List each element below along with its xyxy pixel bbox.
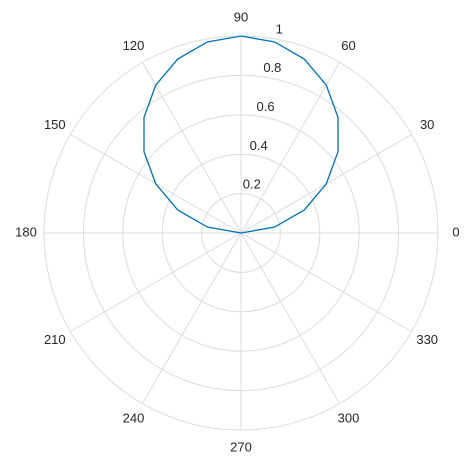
theta-grid-line (70, 232, 242, 332)
theta-tick-label: 240 (123, 411, 145, 426)
r-tick-label: 0.4 (250, 138, 268, 153)
r-grid-circle (82, 74, 400, 392)
theta-grid-line (240, 232, 412, 332)
theta-grid-line (240, 232, 340, 404)
r-tick-label: 1 (276, 21, 283, 36)
theta-grid-line (142, 62, 242, 234)
r-tick-label: 0.8 (263, 60, 281, 75)
theta-grid-line (142, 232, 242, 404)
theta-tick-label: 270 (230, 439, 252, 454)
theta-grid-line (240, 62, 340, 234)
theta-tick-label: 330 (416, 332, 438, 347)
theta-tick-label: 210 (44, 332, 66, 347)
r-grid-circle (161, 153, 321, 313)
data-line (143, 35, 339, 234)
r-tick-label: 0.6 (256, 99, 274, 114)
theta-tick-label: 180 (15, 224, 37, 239)
theta-tick-label: 30 (420, 117, 434, 132)
theta-tick-label: 300 (338, 411, 360, 426)
r-grid-circle (201, 193, 281, 273)
theta-tick-label: 90 (234, 9, 248, 24)
theta-tick-label: 60 (341, 38, 355, 53)
theta-tick-label: 150 (44, 117, 66, 132)
theta-tick-label: 120 (123, 38, 145, 53)
theta-tick-label: 0 (452, 224, 459, 239)
r-tick-label: 0.2 (243, 177, 261, 192)
r-grid-circle (122, 114, 360, 352)
